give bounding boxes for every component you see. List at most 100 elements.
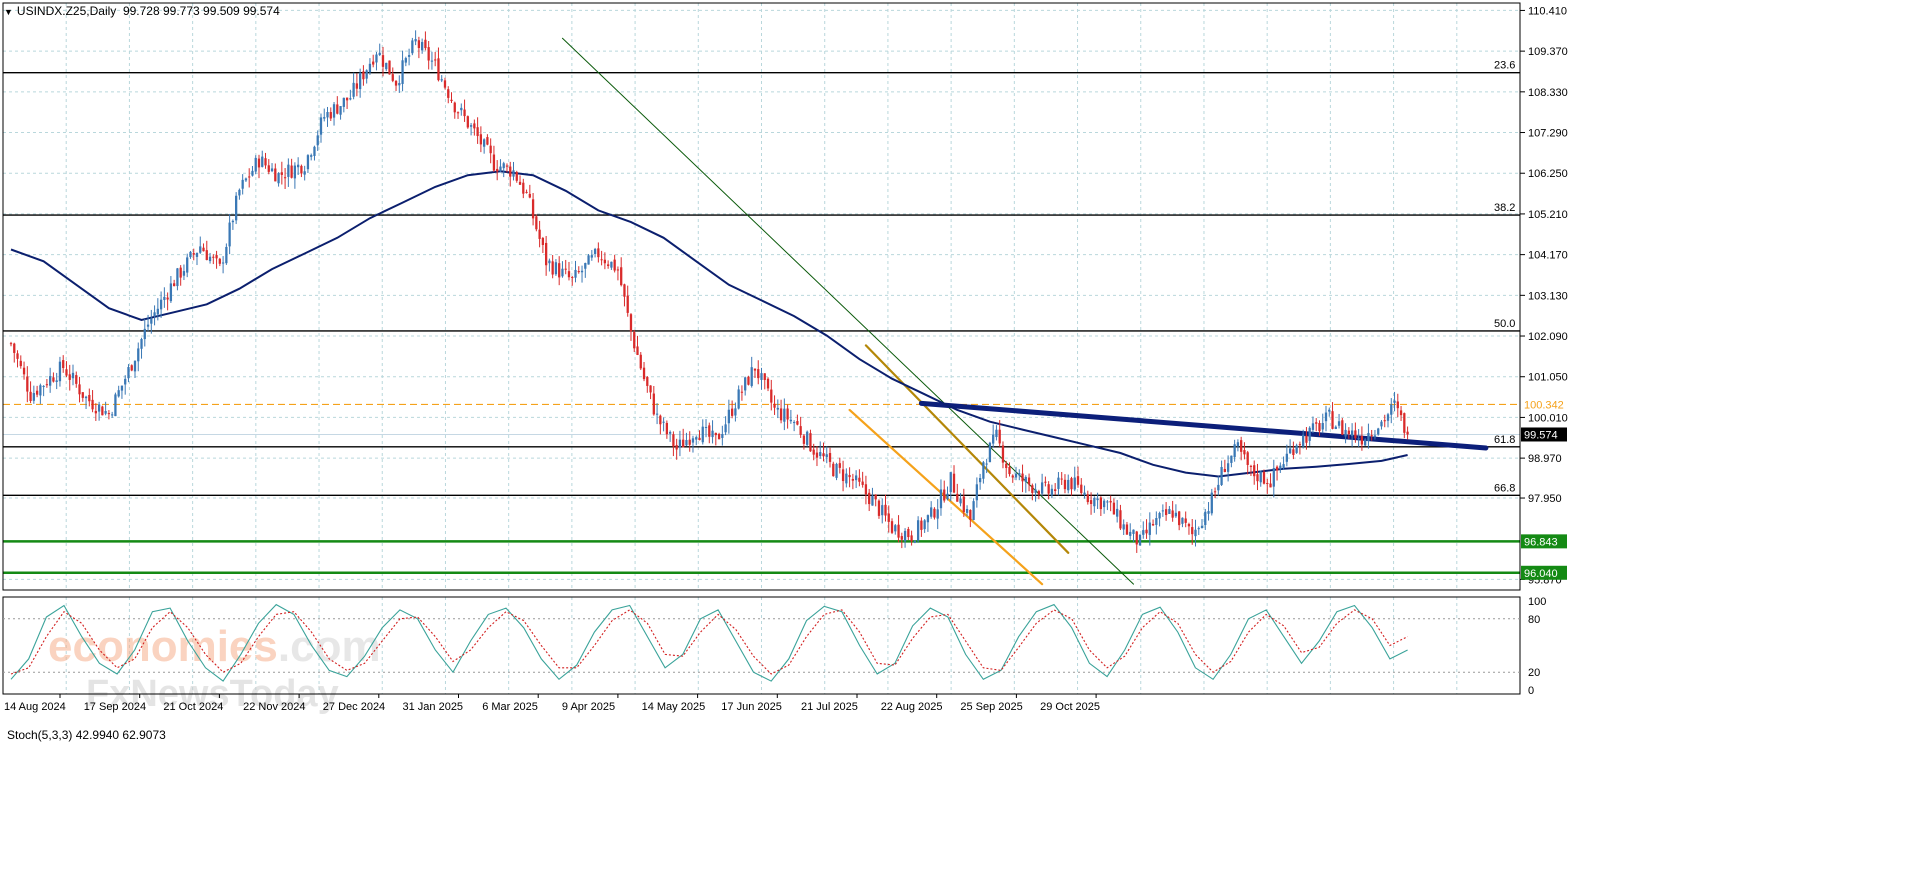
candle-body — [890, 521, 894, 533]
candle-body — [1197, 528, 1200, 530]
candle-body — [655, 413, 659, 415]
main-panel-border — [2, 2, 1521, 591]
candle-body — [766, 378, 770, 389]
candle-body — [662, 421, 665, 423]
candle-body — [897, 524, 900, 538]
ma-line — [10, 170, 1408, 478]
candle-body — [130, 365, 133, 371]
candle-body — [489, 145, 492, 154]
candle-body — [717, 433, 721, 440]
candle-body — [528, 193, 531, 198]
price-tick-label: 107.290 — [1528, 128, 1568, 140]
candle-body — [786, 408, 789, 420]
candle-body — [352, 82, 355, 97]
candle-body — [153, 312, 156, 317]
candle-body — [541, 238, 545, 245]
candle-body — [1226, 463, 1230, 472]
candle-body — [492, 154, 496, 171]
time-tick-label: 17 Jun 2025 — [721, 701, 782, 713]
candle-body — [822, 453, 825, 457]
candle-body — [469, 125, 473, 127]
candle-body — [303, 171, 306, 175]
candle-body — [1086, 494, 1089, 503]
candle-body — [1187, 524, 1191, 527]
candle-body — [1302, 434, 1305, 447]
candle-body — [1018, 473, 1021, 476]
candle-body — [290, 165, 293, 178]
candle-body — [248, 176, 251, 178]
candle-body — [1106, 501, 1109, 503]
support-badge-bg — [1521, 565, 1567, 580]
candle-body — [825, 454, 828, 458]
price-tick-label: 97.950 — [1528, 493, 1562, 505]
candle-body — [62, 360, 65, 369]
candle-body — [1249, 465, 1253, 467]
candle-body — [770, 389, 773, 403]
candle-body — [58, 361, 62, 382]
candle-body — [421, 42, 424, 51]
candle-body — [956, 493, 959, 502]
time-tick-label: 21 Jul 2025 — [801, 701, 858, 713]
time-tick-label: 14 May 2025 — [642, 701, 706, 713]
candle-body — [783, 408, 786, 422]
candle-body — [221, 262, 225, 264]
candle-body — [975, 484, 979, 501]
candle-body — [868, 492, 871, 505]
candle-body — [107, 413, 111, 415]
candle-body — [509, 166, 512, 177]
candle-body — [163, 296, 166, 300]
candle-body — [1099, 497, 1102, 510]
candle-body — [460, 107, 463, 111]
candle-body — [1279, 465, 1282, 470]
support-badge-bg — [1521, 534, 1567, 549]
candle-body — [293, 165, 297, 179]
candle-body — [443, 80, 447, 88]
candle-body — [394, 80, 398, 86]
chevron-down-icon[interactable]: ▼ — [4, 7, 13, 17]
candle-body — [763, 373, 766, 380]
candle-body — [923, 520, 926, 530]
candle-body — [584, 263, 587, 269]
candle-body — [1377, 428, 1380, 435]
time-tick-label: 6 Mar 2025 — [482, 701, 538, 713]
candle-body — [228, 222, 231, 247]
candle-body — [1096, 498, 1099, 501]
candle-body — [336, 104, 339, 114]
candle-body — [173, 283, 176, 287]
candle-body — [342, 97, 345, 107]
candle-body — [832, 463, 835, 477]
candle-body — [68, 374, 71, 380]
candle-body — [192, 253, 195, 255]
candle-body — [1406, 431, 1409, 435]
candle-body — [796, 421, 799, 425]
candle-body — [1210, 492, 1213, 514]
trend-line-descending — [561, 37, 1134, 585]
stoch-title: Stoch(5,3,3) — [7, 728, 73, 742]
candle-body — [117, 390, 120, 397]
candle-body — [16, 353, 19, 359]
candle-body — [1220, 466, 1223, 485]
candle-body — [864, 484, 868, 495]
candle-body — [1269, 483, 1272, 488]
candle-body — [600, 259, 603, 261]
candle-body — [1037, 491, 1041, 495]
candle-body — [1178, 511, 1181, 526]
trend-line-neckline — [918, 400, 1489, 451]
candle-body — [313, 146, 316, 156]
candle-body — [1217, 484, 1220, 491]
candle-body — [345, 97, 349, 101]
candle-body — [544, 242, 548, 266]
candle-body — [633, 332, 636, 349]
candle-body — [212, 256, 215, 258]
candle-body — [195, 253, 199, 257]
time-tick-label: 17 Sep 2024 — [84, 701, 146, 713]
candle-body — [930, 507, 933, 517]
candle-body — [133, 360, 137, 372]
last-price-badge-label: 99.574 — [1524, 429, 1558, 441]
candle-body — [978, 478, 982, 483]
candle-body — [747, 376, 750, 385]
candle-body — [1373, 435, 1377, 438]
candle-body — [708, 425, 711, 437]
candle-body — [1132, 529, 1135, 534]
candle-body — [691, 438, 695, 443]
